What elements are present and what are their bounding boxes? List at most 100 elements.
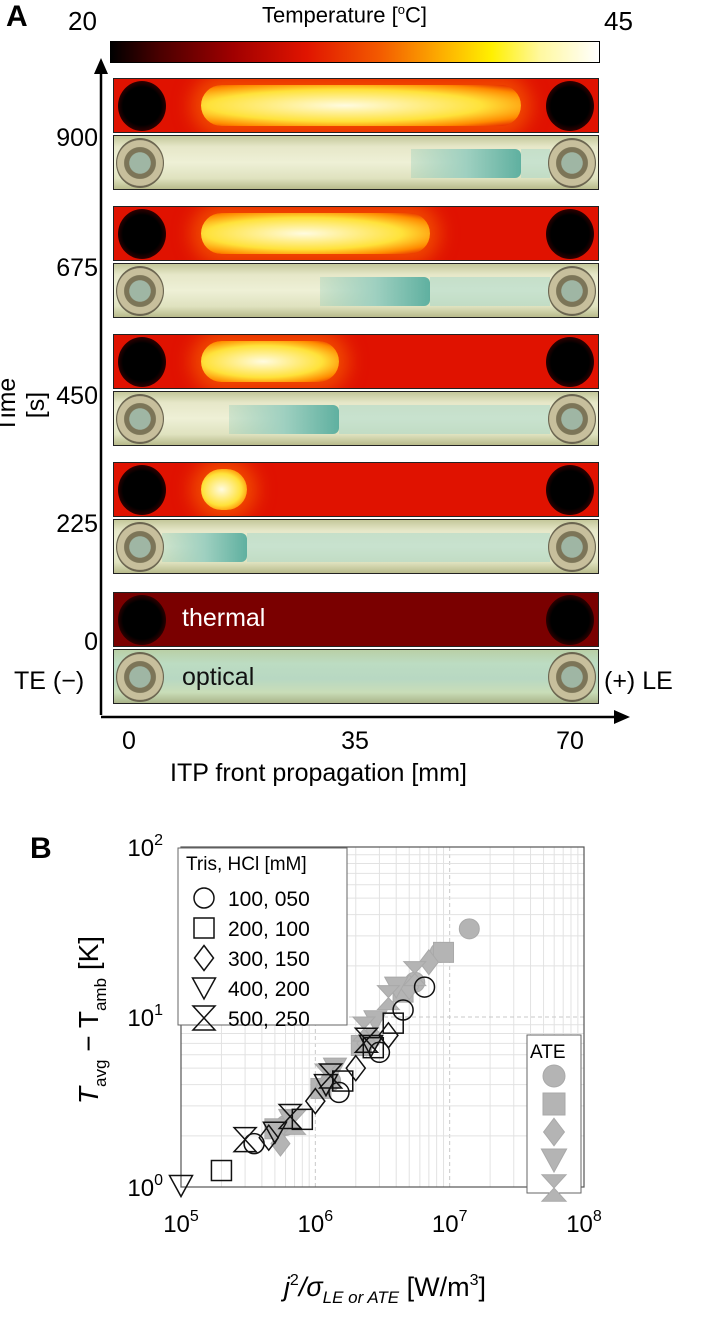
legend-ate-marker-square [542, 1092, 566, 1116]
data-point-square-open [362, 1036, 385, 1059]
legend-mm-label: 300, 150 [228, 948, 310, 971]
data-point-hourglass-open [277, 1103, 303, 1130]
x-label-sub: LE or ATE [323, 1288, 400, 1307]
data-point-circle-filled [458, 918, 480, 940]
colorbar [110, 41, 600, 63]
thermal-strip-450 [113, 334, 599, 389]
thermal-strip-0: thermal [113, 592, 599, 647]
legend-mm-label: 200, 100 [228, 918, 310, 941]
x-tick-label: 107 [432, 1208, 468, 1238]
thermal-well-right-900 [546, 81, 594, 131]
thermal-strip-675 [113, 206, 599, 261]
y-label-minus: − T [73, 1011, 104, 1060]
y-tick-label: 101 [127, 1002, 163, 1032]
itp-front-675 [320, 277, 431, 306]
y-tick-225: 225 [56, 510, 98, 538]
svg-text:Tavg − Tamb [K]: Tavg − Tamb [K] [73, 936, 110, 1104]
optical-strip-0: optical [113, 649, 599, 704]
legend-ate: ATE [526, 1034, 582, 1202]
optical-well-right-675 [548, 266, 596, 316]
x-tick-70: 70 [556, 727, 584, 755]
data-points [168, 918, 480, 1199]
panel-a-letter: A [6, 0, 28, 33]
propagation-axis-label: ITP front propagation [mm] [170, 759, 467, 787]
y-tick-label: 102 [127, 832, 163, 862]
itp-front-900 [411, 149, 522, 178]
thermal-well-left-450 [118, 337, 166, 387]
legend-mm-marker-square [193, 917, 215, 939]
legend-mm-marker-hourglass [191, 1005, 217, 1031]
x-label-sup: 2 [290, 1272, 299, 1289]
x-label-unit-end: ] [479, 1272, 487, 1302]
data-point-diamond-filled [418, 948, 439, 976]
optical-strip-900 [113, 135, 599, 190]
hot-zone-675 [200, 213, 430, 254]
hot-zone-900 [200, 85, 522, 126]
data-point-triangle-down-open [262, 1121, 288, 1145]
thermal-well-right-225 [546, 465, 594, 515]
te-label: TE (−) [14, 667, 85, 695]
leading-electrolyte-450 [338, 405, 550, 434]
hot-zone-225 [200, 469, 248, 510]
data-point-hourglass-open [317, 1063, 344, 1089]
time-axis-label: Time [s] [0, 377, 50, 433]
optical-well-right-900 [548, 138, 596, 188]
thermal-label: thermal [182, 604, 266, 632]
y-tick-450: 450 [56, 382, 98, 410]
data-point-square-open [332, 1070, 354, 1092]
y-ticks: 100 101 102 [127, 832, 163, 1202]
optical-well-right-450 [548, 394, 596, 444]
thermal-well-right-450 [546, 337, 594, 387]
legend-mm-marker-diamond [193, 944, 215, 972]
colorbar-title: Temperature [oC] [262, 2, 427, 28]
legend-ate-marker-diamond [542, 1117, 566, 1147]
y-label-t1: T [73, 1085, 104, 1104]
legend-mm: Tris, HCl [mM] 100, 050 200, 100 300, 150 4… [177, 847, 348, 1031]
colorbar-max-label: 45 [604, 6, 633, 36]
x-label-unit: [W/m [399, 1272, 469, 1302]
data-point-circle-open [413, 976, 436, 998]
y-tick-0: 0 [84, 628, 98, 656]
optical-label: optical [182, 663, 255, 691]
legend-ate-marker-triangle-down [540, 1148, 568, 1174]
thermal-strip-225 [113, 462, 599, 517]
thermal-well-right-675 [546, 209, 594, 259]
x-tick-0: 0 [122, 727, 136, 755]
x-label-sigma: /σ [297, 1272, 325, 1302]
scatter-plot: 105 106 107 108 100 101 102 Tris, HCl [mM] 10… [73, 832, 602, 1307]
legend-ate-marker-circle [542, 1064, 566, 1088]
x-label-j: j [280, 1272, 291, 1302]
optical-strip-450 [113, 391, 599, 446]
thermal-strip-900 [113, 78, 599, 133]
x-label-unit-sup: 3 [470, 1272, 479, 1289]
y-axis-label: Tavg − Tamb [K] [73, 936, 110, 1104]
x-tick-label: 108 [566, 1208, 602, 1238]
thermal-well-left-225 [118, 465, 166, 515]
data-point-square-filled [433, 941, 455, 963]
legend-mm-label: 500, 250 [228, 1008, 310, 1031]
x-tick-label: 106 [298, 1208, 334, 1238]
leading-electrolyte-225 [247, 533, 550, 562]
x-axis-label: j2/σLE or ATE [W/m3] [280, 1272, 486, 1307]
le-label: (+) LE [604, 667, 673, 695]
data-point-diamond-open [345, 1054, 367, 1082]
y-label-sub1: avg [91, 1060, 110, 1087]
legend-mm-label: 400, 200 [228, 978, 310, 1001]
legend-ate-marker-hourglass [540, 1174, 568, 1202]
data-point-hourglass-filled [376, 985, 401, 1011]
y-tick-label: 100 [127, 1172, 163, 1202]
data-point-hourglass-open [232, 1126, 258, 1153]
optical-well-left-450 [116, 394, 164, 444]
leading-electrolyte-900 [521, 149, 550, 178]
leading-electrolyte-675 [430, 277, 550, 306]
panel-b-letter: B [30, 832, 52, 865]
data-point-hourglass-open [353, 1027, 380, 1053]
optical-well-left-225 [116, 522, 164, 572]
optical-strip-675 [113, 263, 599, 318]
legend-ate-title: ATE [530, 1042, 566, 1063]
optical-strip-225 [113, 519, 599, 574]
thermal-well-left-0 [118, 595, 166, 645]
legend-mm-marker-triangle-down [191, 977, 217, 1001]
x-ticks: 105 106 107 108 [163, 1208, 602, 1238]
optical-well-right-225 [548, 522, 596, 572]
